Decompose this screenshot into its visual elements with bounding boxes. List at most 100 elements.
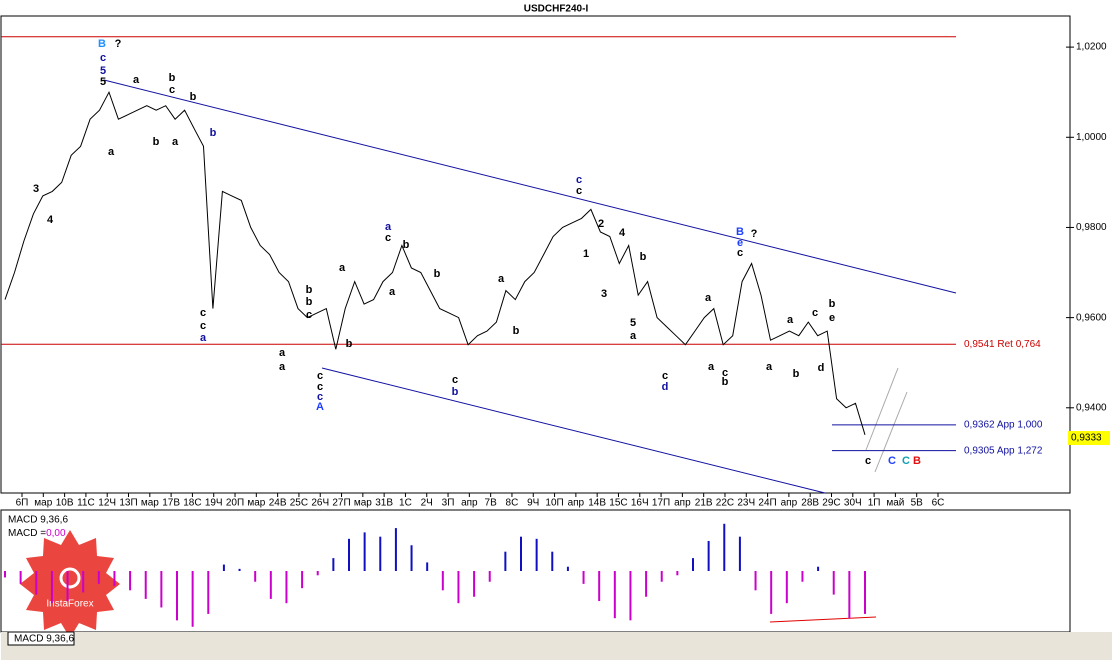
wave-label: c [737, 247, 743, 259]
x-tick-label: апр [674, 498, 691, 509]
x-tick-label: 11С [77, 498, 95, 509]
footer [1, 632, 1112, 660]
x-tick-label: 26Ч [311, 498, 329, 509]
x-tick-label: мар [34, 498, 52, 509]
x-tick-label: 24П [758, 498, 776, 509]
wave-label: b [346, 338, 353, 350]
wave-label: a [385, 221, 392, 233]
y-tick-label: 0,9800 [1076, 222, 1107, 233]
x-tick-label: апр [781, 498, 798, 509]
current-price-label: 0,9333 [1071, 433, 1102, 444]
wave-label: c [452, 374, 458, 386]
wave-label: b [452, 386, 459, 398]
wave-label: 1 [583, 248, 589, 260]
wave-label: B [913, 455, 921, 467]
x-tick-label: 27П [332, 498, 350, 509]
x-tick-label: 16Ч [631, 498, 649, 509]
logo-icon [59, 567, 81, 589]
wave-label: C [902, 455, 910, 467]
x-tick-label: 20П [226, 498, 244, 509]
wave-label: e [829, 312, 835, 324]
divergence-line [769, 616, 877, 623]
x-tick-label: мар [141, 498, 159, 509]
wave-label: a [279, 361, 286, 373]
wave-label: d [818, 362, 825, 374]
x-tick-label: 10П [545, 498, 563, 509]
wave-label: ? [115, 38, 122, 50]
x-tick-label: 2Ч [421, 498, 433, 509]
wave-label: a [787, 314, 794, 326]
wave-label: a [108, 146, 115, 158]
current-price-box [1068, 430, 1110, 445]
y-tick-label: 0,9400 [1076, 402, 1107, 413]
x-tick-label: 6П [16, 498, 29, 509]
x-tick-label: 28В [801, 498, 819, 509]
x-tick-label: 14В [588, 498, 606, 509]
wave-label: a [200, 332, 207, 344]
wave-label: c [576, 174, 582, 186]
wave-label: a [498, 273, 505, 285]
x-tick-label: мар [354, 498, 372, 509]
macd-value: 0,00 [46, 528, 66, 539]
x-tick-label: 21В [695, 498, 713, 509]
logo-star [20, 530, 120, 638]
wave-label: c [722, 367, 728, 379]
wave-label: C [888, 455, 896, 467]
wave-label: c [812, 307, 818, 319]
wave-label: A [316, 401, 324, 413]
wave-label: c [865, 455, 871, 467]
x-tick-label: 29С [822, 498, 840, 509]
x-tick-label: 24В [269, 498, 287, 509]
wave-label: 3 [33, 183, 39, 195]
x-tick-label: апр [568, 498, 585, 509]
x-tick-label: 1П [868, 498, 881, 509]
wave-label: b [722, 376, 729, 388]
wave-label: c [385, 232, 391, 244]
wave-label: b [306, 284, 313, 296]
macd-label: MACD = [8, 528, 46, 539]
level-label: 0,9305 App 1,272 [964, 445, 1043, 456]
wave-label: 2 [598, 218, 604, 230]
wave-label: b [403, 239, 410, 251]
chart-title: USDCHF240-I [524, 4, 589, 15]
logo-text: InstaForex [46, 599, 93, 610]
x-tick-label: 9Ч [527, 498, 539, 509]
wave-label: b [210, 127, 217, 139]
wave-label: B [736, 226, 744, 238]
x-tick-label: 8С [506, 498, 519, 509]
x-tick-label: 17П [652, 498, 670, 509]
wave-label: c [576, 185, 582, 197]
x-tick-label: 19Ч [205, 498, 223, 509]
wave-label: c [169, 84, 175, 96]
price-line [4, 90, 866, 435]
x-tick-label: 31В [375, 498, 393, 509]
x-tick-label: 1С [399, 498, 412, 509]
wave-label: a [133, 74, 140, 86]
wave-label: c [200, 320, 206, 332]
wave-label: b [169, 72, 176, 84]
trend-line [874, 391, 908, 473]
wave-label: a [279, 347, 286, 359]
wave-label: b [306, 296, 313, 308]
logo: InstaForex [20, 530, 120, 638]
x-tick-label: 3П [442, 498, 455, 509]
x-tick-label: май [886, 498, 904, 509]
wave-label: b [513, 325, 520, 337]
x-tick-label: мар [247, 498, 265, 509]
level-label: 0,9541 Ret 0,764 [964, 339, 1041, 350]
wave-label: 4 [47, 214, 54, 226]
x-tick-label: 12Ч [98, 498, 116, 509]
x-tick-label: 25С [290, 498, 308, 509]
wave-label: 5 [630, 317, 636, 329]
wave-label: c [662, 370, 668, 382]
y-tick-label: 1,0200 [1076, 42, 1107, 53]
wave-label: a [630, 330, 637, 342]
wave-label: b [434, 268, 441, 280]
plot-frame [0, 15, 1071, 494]
wave-label: 5 [100, 76, 106, 88]
x-tick-label: 22С [716, 498, 734, 509]
x-tick-label: 5В [911, 498, 924, 509]
wave-label: b [153, 136, 160, 148]
